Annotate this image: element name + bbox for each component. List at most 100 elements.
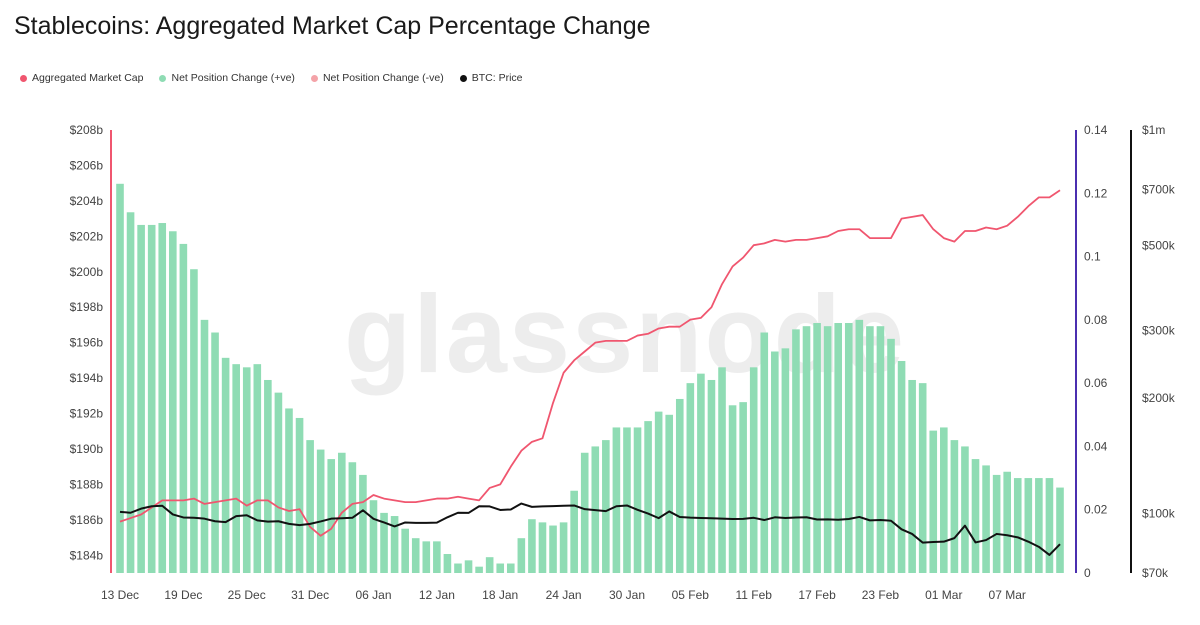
bar	[485, 557, 494, 573]
bar	[380, 512, 388, 573]
y-right-tick-label: $500k	[1142, 239, 1176, 253]
bar	[961, 446, 969, 573]
bar	[802, 326, 811, 573]
y-left-tick-label: $188b	[70, 477, 104, 491]
x-tick-label: 05 Feb	[672, 588, 710, 602]
y-mid-tick-label: 0.02	[1084, 503, 1108, 517]
legend-item-negative-change[interactable]: Net Position Change (-ve)	[310, 72, 444, 84]
bar	[728, 405, 737, 573]
bar	[1024, 478, 1033, 573]
legend-label: Aggregated Market Cap	[32, 72, 144, 84]
bar	[929, 430, 938, 573]
bar	[707, 379, 716, 573]
bar	[549, 525, 557, 573]
bar	[570, 490, 578, 573]
bar	[147, 224, 156, 573]
y-mid-tick-label: 0.14	[1084, 123, 1108, 137]
x-tick-label: 07 Mar	[989, 588, 1026, 602]
bar	[559, 522, 568, 573]
bar	[887, 338, 895, 573]
bar	[211, 332, 219, 573]
bar	[686, 383, 695, 573]
chart-title: Stablecoins: Aggregated Market Cap Perce…	[14, 12, 651, 40]
x-tick-label: 17 Feb	[798, 588, 836, 602]
bar	[295, 417, 304, 573]
watermark: glassnode	[344, 273, 906, 396]
bar	[126, 212, 135, 573]
y-right-tick-label: $1m	[1142, 123, 1165, 137]
y-left-tick-label: $208b	[70, 123, 104, 137]
y-left-tick-label: $196b	[70, 336, 104, 350]
bar	[876, 326, 885, 573]
bar	[760, 332, 769, 573]
bar	[285, 408, 293, 573]
bar	[897, 360, 906, 573]
legend-item-market-cap[interactable]: Aggregated Market Cap	[20, 72, 143, 84]
y-left-tick-label: $198b	[70, 300, 104, 314]
bar	[169, 231, 177, 573]
x-tick-label: 13 Dec	[101, 588, 139, 602]
x-tick-label: 11 Feb	[735, 588, 772, 602]
bar	[992, 474, 1001, 573]
bar	[253, 364, 262, 573]
bar	[654, 411, 663, 573]
bar	[866, 326, 874, 573]
legend-dot	[20, 74, 27, 82]
bar	[517, 538, 526, 573]
legend-dot	[459, 74, 467, 82]
y-left-tick-label: $184b	[70, 548, 104, 562]
bar	[327, 459, 336, 573]
bar	[411, 538, 420, 573]
bar	[200, 319, 209, 573]
legend-item-btc-price[interactable]: BTC: Price	[459, 72, 523, 84]
bar	[306, 440, 314, 573]
bar	[813, 323, 821, 573]
bar	[580, 452, 589, 573]
y-left-tick-label: $190b	[70, 442, 104, 456]
bar	[1035, 478, 1043, 573]
bar	[665, 414, 674, 573]
y-mid-tick-label: 0	[1084, 566, 1091, 580]
y-mid-tick-label: 0.06	[1084, 376, 1108, 390]
bar	[1013, 478, 1022, 573]
y-left-tick-label: $202b	[70, 229, 104, 243]
bar	[918, 383, 927, 573]
bar	[612, 427, 621, 573]
bar	[697, 373, 705, 573]
y-right-tick-label: $70k	[1142, 566, 1169, 580]
bar	[675, 398, 684, 573]
legend-dot	[159, 74, 167, 82]
bar	[316, 449, 325, 573]
bar	[644, 421, 652, 573]
x-tick-label: 01 Mar	[925, 588, 962, 602]
x-tick-label: 12 Jan	[419, 588, 455, 602]
bar	[232, 364, 240, 573]
y-right-tick-label: $100k	[1142, 507, 1176, 521]
legend-item-positive-change[interactable]: Net Position Change (+ve)	[159, 72, 295, 84]
y-left-tick-label: $200b	[70, 265, 104, 279]
bar	[982, 465, 990, 573]
market-cap-line	[119, 189, 1061, 537]
bar	[401, 528, 409, 573]
legend-dot	[310, 74, 318, 82]
bar	[264, 379, 272, 573]
bar	[137, 224, 145, 573]
bar	[190, 269, 198, 573]
bar	[623, 427, 631, 573]
bar	[602, 440, 610, 573]
x-tick-label: 19 Dec	[164, 588, 202, 602]
bar	[443, 554, 452, 573]
x-tick-label: 31 Dec	[291, 588, 329, 602]
bar	[496, 563, 505, 573]
bar	[739, 402, 747, 573]
y-right-tick-label: $300k	[1142, 324, 1176, 338]
bar	[908, 379, 916, 573]
bar	[781, 348, 790, 573]
bar	[1045, 478, 1054, 573]
y-left-tick-label: $192b	[70, 407, 104, 421]
bar	[771, 351, 779, 573]
bar	[158, 223, 167, 573]
x-tick-label: 24 Jan	[546, 588, 582, 602]
bar	[359, 474, 367, 573]
